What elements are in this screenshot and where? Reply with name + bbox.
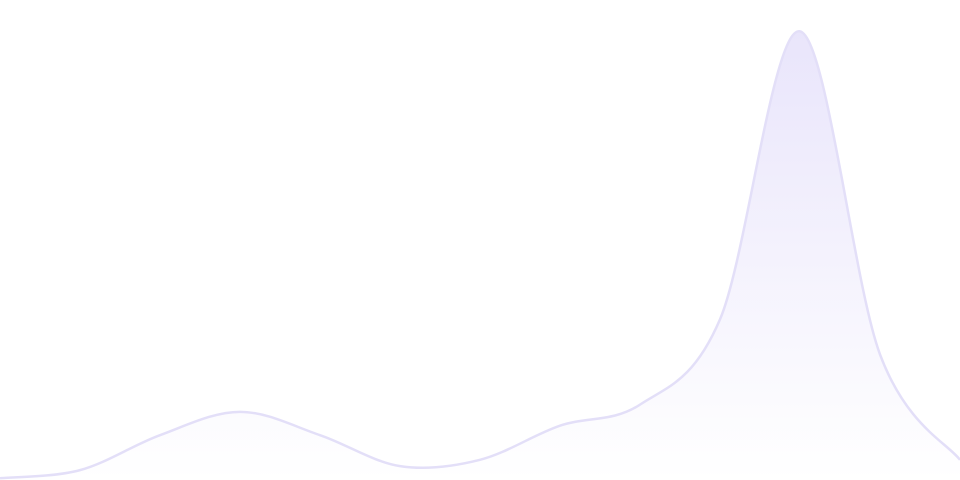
series-line: [0, 30, 960, 480]
series-area: [0, 31, 960, 480]
